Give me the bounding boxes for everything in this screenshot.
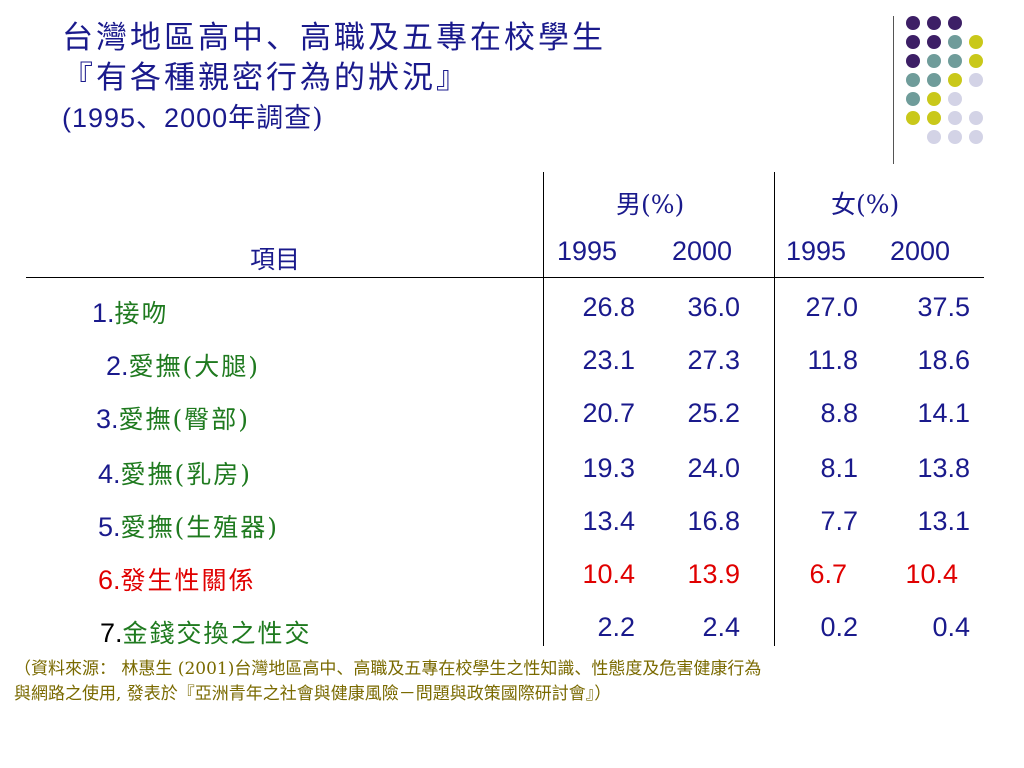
table-cell-value: 10.4 — [905, 559, 958, 589]
row-item-text: 愛撫(臀部) — [118, 405, 251, 434]
table-row-label: 7.金錢交換之性交 — [100, 614, 312, 650]
row-number: 2. — [106, 351, 129, 381]
table-cell-value: 11.8 — [807, 345, 858, 375]
year-female-2000: 2000 — [890, 236, 951, 266]
table-row-label: 2.愛撫(大腿) — [106, 347, 260, 383]
table-cell-value: 37.5 — [917, 292, 970, 322]
decor-dot — [927, 130, 941, 144]
table-cell-value: 18.6 — [917, 345, 970, 375]
decor-dot — [927, 35, 941, 49]
decor-divider — [893, 16, 894, 164]
table-cell-value: 7.7 — [820, 506, 858, 536]
decor-dot — [927, 16, 941, 30]
table-divider-item — [543, 172, 544, 646]
title-survey: 年調查) — [228, 103, 324, 134]
table-row-label: 5.愛撫(生殖器) — [98, 508, 279, 544]
decor-dot — [948, 73, 962, 87]
decor-dot — [906, 16, 920, 30]
source-citation: （資料來源： 林惠生 (2001)台灣地區高中、高職及五專在校學生之性知識、性態… — [14, 657, 1014, 707]
table-cell-value: 0.2 — [820, 612, 858, 642]
decor-dot — [927, 73, 941, 87]
decor-dot — [948, 35, 962, 49]
decor-dot — [969, 111, 983, 125]
page-title: 台灣地區高中、高職及五專在校學生 『有各種親密行為的狀況』 (1995、2000… — [62, 18, 606, 139]
year-male-2000: 2000 — [672, 236, 733, 266]
decor-dot-grid — [898, 14, 1018, 164]
row-item-text: 發生性關係 — [120, 566, 256, 595]
title-line-1: 台灣地區高中、高職及五專在校學生 — [62, 20, 606, 56]
source-line-2: 與網路之使用, 發表於『亞洲青年之社會與健康風險－問題與政策國際研討會』） — [14, 684, 612, 704]
table-row-label: 1.接吻 — [92, 294, 169, 330]
table-cell-value: 2.4 — [702, 612, 740, 642]
row-number: 3. — [96, 404, 119, 434]
decor-dot — [969, 35, 983, 49]
row-number: 7. — [100, 618, 123, 648]
decor-dot — [948, 54, 962, 68]
row-number: 4. — [98, 459, 121, 489]
row-item-text: 愛撫(乳房) — [120, 460, 253, 489]
decor-dot — [969, 73, 983, 87]
row-number: 1. — [92, 298, 115, 328]
table-cell-value: 19.3 — [582, 453, 635, 483]
table-cell-value: 6.7 — [809, 559, 847, 589]
table-cell-value: 16.8 — [687, 506, 740, 536]
table-cell-value: 27.0 — [805, 292, 858, 322]
decor-dot — [906, 73, 920, 87]
table-cell-value: 0.4 — [932, 612, 970, 642]
table-cell-value: 13.1 — [917, 506, 970, 536]
row-item-text: 接吻 — [114, 299, 169, 328]
header-female: 女(%) — [831, 190, 900, 219]
decor-dot — [969, 54, 983, 68]
year-male-1995: 1995 — [557, 236, 618, 266]
table-row-label: 6.發生性關係 — [98, 561, 256, 597]
row-item-text: 愛撫(生殖器) — [120, 513, 280, 542]
decor-dot — [927, 54, 941, 68]
table-divider-gender — [774, 172, 775, 646]
table-cell-value: 36.0 — [687, 292, 740, 322]
decor-dot — [906, 35, 920, 49]
table-cell-value: 2.2 — [597, 612, 635, 642]
header-item: 項目 — [250, 245, 301, 274]
title-years: (1995、2000 — [62, 103, 229, 133]
table-cell-value: 14.1 — [917, 398, 970, 428]
decor-dot — [906, 54, 920, 68]
decor-dot — [927, 92, 941, 106]
table-header-rule — [26, 277, 984, 278]
table-cell-value: 8.8 — [820, 398, 858, 428]
table-cell-value: 24.0 — [687, 453, 740, 483]
header-male: 男(%) — [616, 190, 685, 219]
year-female-1995: 1995 — [786, 236, 847, 266]
table-cell-value: 10.4 — [582, 559, 635, 589]
decor-dot — [927, 111, 941, 125]
decor-dot — [948, 130, 962, 144]
title-line-3: (1995、2000年調查) — [62, 98, 606, 139]
decor-dot — [948, 92, 962, 106]
table-cell-value: 8.1 — [820, 453, 858, 483]
table-cell-value: 13.4 — [582, 506, 635, 536]
table-cell-value: 25.2 — [687, 398, 740, 428]
table-cell-value: 13.8 — [917, 453, 970, 483]
decor-dot — [948, 16, 962, 30]
table-cell-value: 27.3 — [687, 345, 740, 375]
decor-dot — [906, 92, 920, 106]
table-cell-value: 13.9 — [687, 559, 740, 589]
decor-dot — [948, 111, 962, 125]
title-line-2: 『有各種親密行為的狀況』 — [62, 60, 470, 96]
table-row-label: 4.愛撫(乳房) — [98, 455, 252, 491]
decor-dot — [969, 130, 983, 144]
decor-dot — [906, 111, 920, 125]
row-number: 5. — [98, 512, 121, 542]
row-item-text: 愛撫(大腿) — [128, 352, 261, 381]
table-row-label: 3.愛撫(臀部) — [96, 400, 250, 436]
table-cell-value: 20.7 — [582, 398, 635, 428]
row-item-text: 金錢交換之性交 — [122, 619, 312, 648]
table-cell-value: 26.8 — [582, 292, 635, 322]
source-line-1: （資料來源： 林惠生 (2001)台灣地區高中、高職及五專在校學生之性知識、性態… — [14, 659, 762, 679]
row-number: 6. — [98, 565, 121, 595]
table-cell-value: 23.1 — [582, 345, 635, 375]
